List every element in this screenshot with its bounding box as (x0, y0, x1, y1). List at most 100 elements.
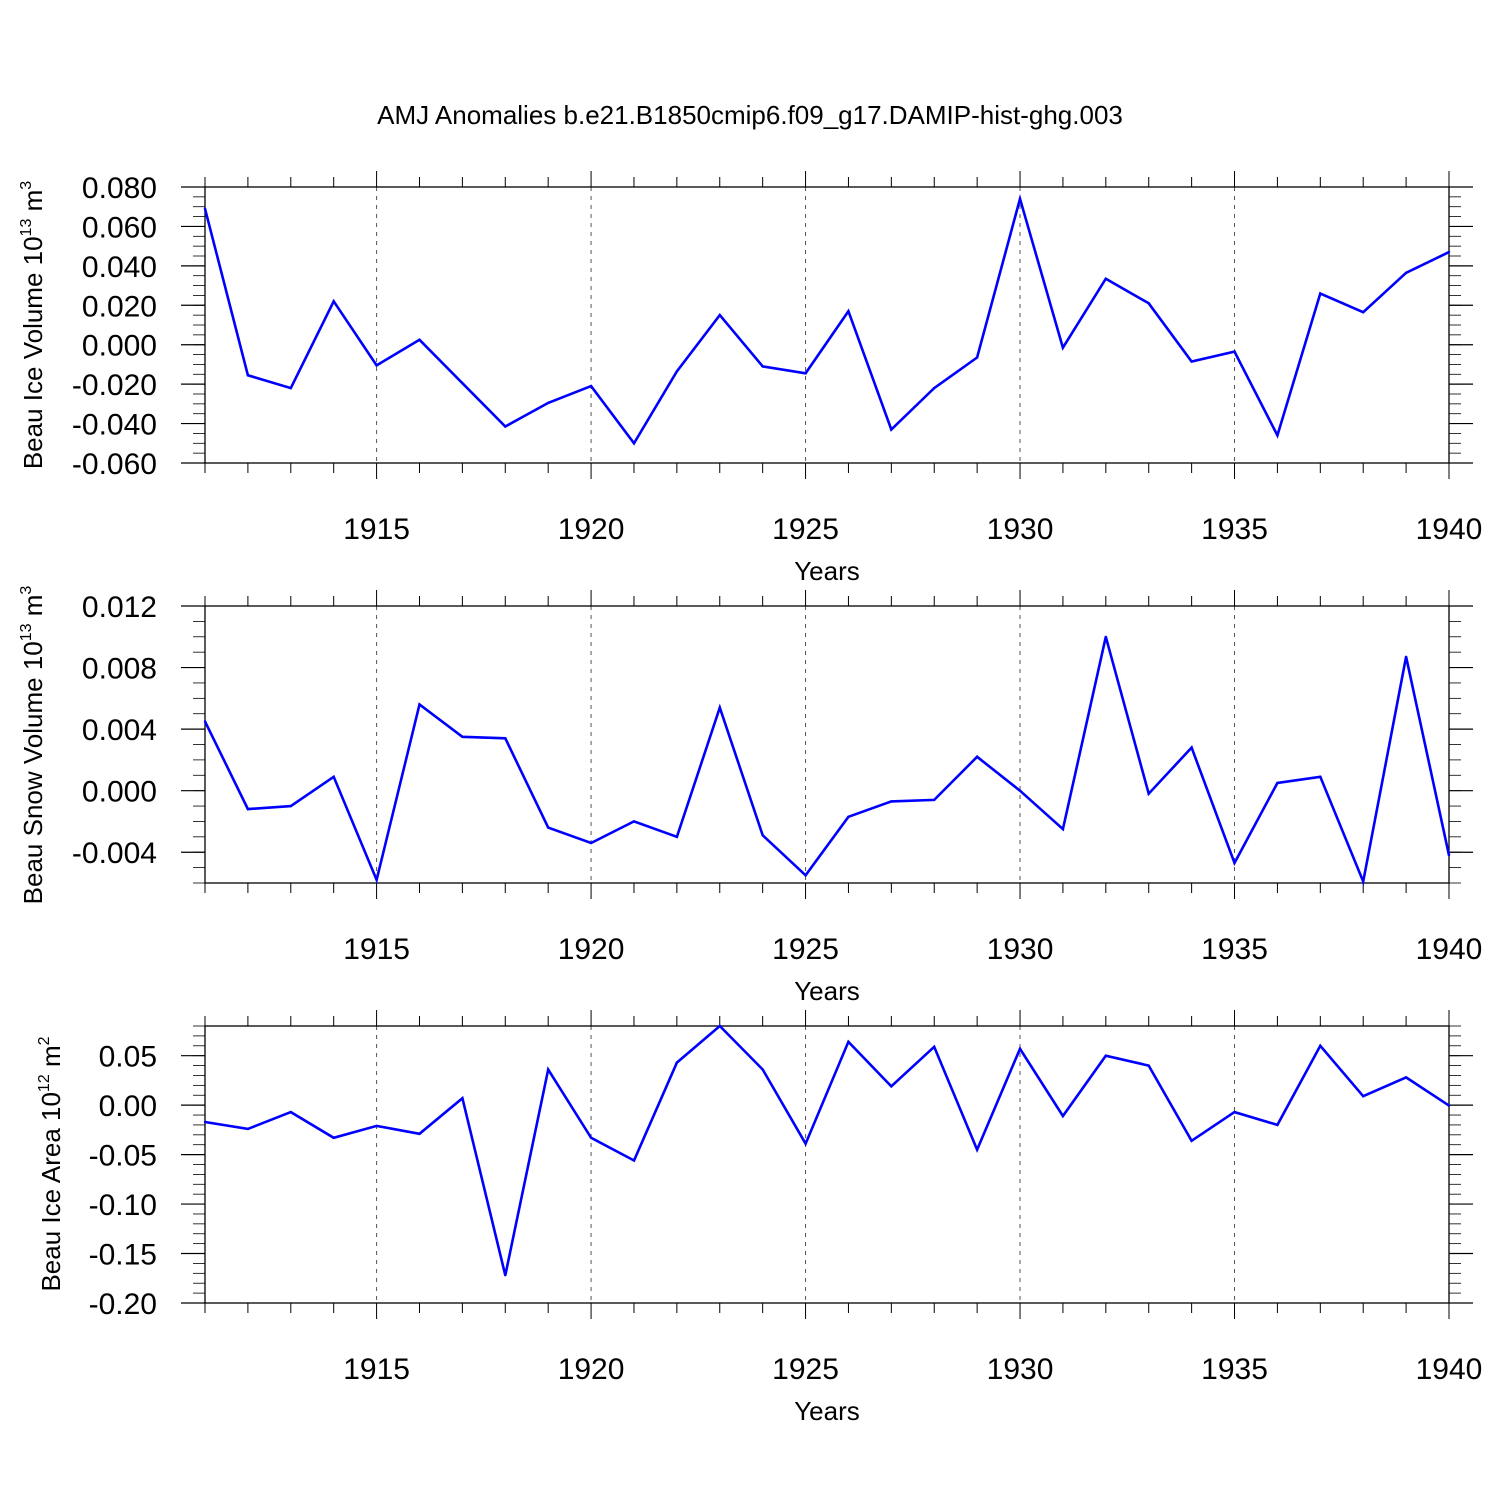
data-point (332, 775, 335, 779)
x-axis-title: Years (794, 1396, 860, 1426)
data-point (1233, 861, 1236, 865)
data-point (1362, 1095, 1365, 1098)
data-point (332, 1136, 335, 1139)
data-point (1276, 434, 1279, 437)
x-tick-label: 1940 (1416, 513, 1483, 546)
data-point (289, 804, 292, 808)
data-point (1190, 360, 1193, 363)
data-point (1362, 310, 1365, 314)
data-point (1061, 827, 1065, 831)
y-axis-title: Beau Snow Volume 1013 m3 (18, 586, 48, 905)
data-point (632, 820, 636, 823)
data-point (203, 1120, 207, 1124)
data-point (546, 401, 550, 405)
data-point (1362, 880, 1365, 883)
data-point (890, 800, 893, 803)
y-tick-label: 0.004 (82, 714, 157, 747)
y-tick-label: 0.060 (82, 211, 157, 244)
plot-frame (204, 605, 1450, 884)
data-point (461, 1097, 464, 1100)
data-point (847, 815, 850, 819)
data-point (1276, 1123, 1279, 1127)
data-point (890, 1085, 893, 1088)
x-axis-title: Years (794, 556, 860, 586)
y-tick-label: -0.15 (89, 1239, 157, 1272)
data-point (504, 1274, 507, 1277)
y-tick-label: -0.004 (72, 837, 157, 870)
data-point (632, 1159, 636, 1162)
x-tick-label: 1930 (987, 933, 1054, 966)
data-point (246, 374, 250, 377)
data-point (1233, 350, 1236, 353)
data-point (847, 310, 850, 313)
panel-ice-area: -0.20 -0.15 -0.10 -0.05 0.00 0.05 1915 1920 1925… (36, 1010, 1482, 1426)
data-point (289, 1110, 292, 1114)
x-tick-label: 1915 (343, 513, 410, 546)
y-tick-label: 0.05 (99, 1041, 157, 1074)
data-point (246, 1127, 250, 1131)
data-point (761, 1068, 764, 1071)
data-point (461, 735, 464, 739)
data-point (504, 425, 507, 428)
y-tick-label: 0.00 (99, 1090, 157, 1123)
data-point (975, 1148, 979, 1151)
x-tick-label: 1940 (1416, 933, 1483, 966)
data-point (375, 1124, 378, 1128)
series-line (203, 636, 1451, 887)
x-tick-label: 1935 (1201, 933, 1268, 966)
x-tick-label: 1930 (987, 1353, 1054, 1386)
data-point (589, 1136, 593, 1139)
data-point (632, 442, 636, 445)
x-tick-label: 1920 (558, 1353, 625, 1386)
data-point (933, 798, 936, 802)
data-point (675, 1061, 679, 1064)
y-tick-label: -0.060 (72, 448, 157, 481)
figure-title: AMJ Anomalies b.e21.B1850cmip6.f09_g17.D… (377, 100, 1123, 130)
x-tick-label: 1940 (1416, 1353, 1483, 1386)
y-tick-label: 0.008 (82, 653, 157, 686)
data-point (1319, 1044, 1322, 1047)
data-point (1233, 1110, 1236, 1114)
x-tick-label: 1915 (343, 1353, 410, 1386)
x-tick-label: 1925 (772, 513, 839, 546)
x-tick-label: 1915 (343, 933, 410, 966)
data-point (418, 338, 421, 341)
data-point (589, 841, 593, 845)
data-point (1190, 746, 1193, 749)
x-tick-label: 1935 (1201, 513, 1268, 546)
data-point (761, 365, 764, 368)
data-point (1319, 775, 1322, 779)
series-line (204, 1024, 1450, 1276)
data-point (675, 370, 679, 373)
x-tick-label: 1930 (987, 513, 1054, 546)
data-point (804, 1142, 807, 1145)
data-point (1447, 854, 1451, 857)
data-point (975, 755, 979, 759)
data-point (975, 356, 979, 359)
data-point (418, 1132, 421, 1136)
data-point (246, 807, 250, 811)
data-point (1018, 789, 1022, 792)
data-point (847, 1040, 850, 1044)
data-point (1104, 635, 1108, 638)
data-point (761, 834, 764, 837)
data-point (804, 874, 807, 877)
data-point (375, 364, 378, 367)
x-tick-label: 1935 (1201, 1353, 1268, 1386)
panel-ice-volume: -0.060 -0.040 -0.020 0.000 0.020 0.040 0.060 0.… (18, 171, 1482, 586)
y-tick-label: 0.020 (82, 290, 157, 323)
data-point (718, 313, 721, 317)
panel-snow-volume: -0.004 0.000 0.004 0.008 0.012 1915 1920 1925 19… (18, 586, 1482, 1006)
y-tick-label: 0.000 (82, 776, 157, 809)
data-point (1404, 271, 1408, 274)
data-point (589, 384, 593, 388)
data-point (1061, 1114, 1065, 1118)
y-axis-title: Beau Ice Area 1012 m2 (36, 1036, 66, 1291)
x-tick-label: 1920 (558, 933, 625, 966)
data-point (1104, 277, 1108, 280)
y-tick-label: -0.040 (72, 409, 157, 442)
data-point (375, 878, 378, 882)
y-tick-label: -0.10 (89, 1189, 157, 1222)
data-point (890, 428, 893, 431)
